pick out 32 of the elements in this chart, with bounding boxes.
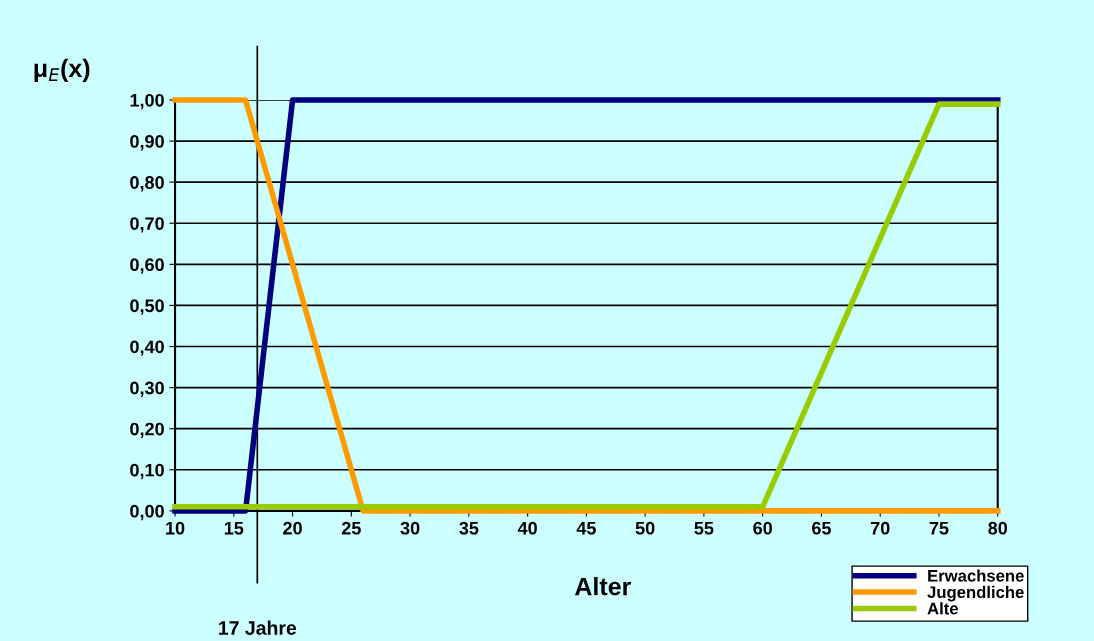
x-tick-label: 20 bbox=[283, 521, 302, 535]
x-tick-label: 70 bbox=[870, 521, 890, 535]
x-tick-label: 50 bbox=[635, 521, 655, 535]
x-tick-label: 45 bbox=[576, 521, 596, 535]
x-tick-label: 75 bbox=[929, 521, 949, 535]
y-tick-label: 0,20 bbox=[130, 422, 164, 439]
x-tick-label: 55 bbox=[694, 521, 714, 535]
legend-label: Alte bbox=[927, 602, 958, 615]
x-tick-label: 40 bbox=[517, 521, 537, 535]
y-tick-label: 0,70 bbox=[130, 217, 164, 233]
x-tick-label: 35 bbox=[459, 521, 479, 535]
x-tick-label: 60 bbox=[753, 521, 772, 535]
y-tick-label: 0,90 bbox=[130, 135, 164, 151]
legend-label: Erwachsene bbox=[928, 569, 1024, 582]
y-tick-label: 1,00 bbox=[130, 93, 164, 110]
x-axis-title: Alter bbox=[574, 577, 631, 596]
x-tick-label: 80 bbox=[988, 521, 1008, 535]
y-tick-label: 0,40 bbox=[130, 340, 164, 356]
y-axis-title: μ$_{E}$(x) bbox=[34, 58, 90, 83]
y-tick-label: 0,80 bbox=[130, 176, 164, 192]
y-tick-label: 0,00 bbox=[130, 504, 164, 521]
x-tick-label: 65 bbox=[812, 521, 831, 535]
y-tick-label: 0,60 bbox=[130, 258, 164, 274]
ref-line-label: 17 Jahre bbox=[219, 620, 297, 635]
x-tick-label: 10 bbox=[166, 521, 185, 535]
y-tick-label: 0,50 bbox=[130, 299, 164, 315]
y-tick-label: 0,10 bbox=[130, 463, 164, 480]
legend-label: Jugendliche bbox=[927, 585, 1024, 602]
y-tick-label: 0,30 bbox=[130, 381, 164, 397]
x-tick-label: 30 bbox=[400, 521, 420, 535]
x-tick-label: 15 bbox=[224, 521, 244, 535]
x-tick-label: 25 bbox=[341, 521, 361, 535]
